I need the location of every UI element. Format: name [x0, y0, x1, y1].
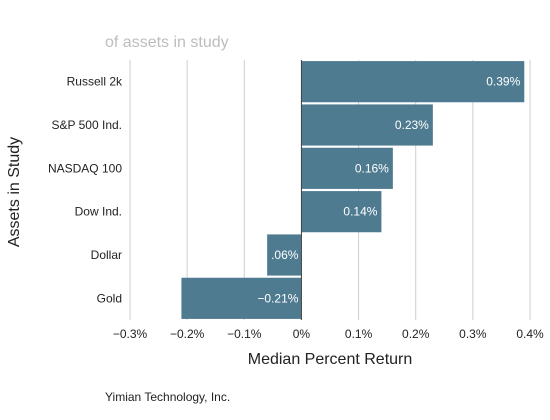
chart-title-partial: of assets in study — [105, 34, 229, 51]
bar-layer — [181, 61, 525, 319]
bar — [301, 61, 525, 103]
x-tick-label: 0.3% — [459, 327, 487, 341]
data-label: 0.14% — [343, 205, 377, 219]
category-label: Gold — [97, 291, 122, 305]
data-label: 0.23% — [395, 118, 429, 132]
category-label: Russell 2k — [67, 75, 123, 89]
x-tick-label: 0.2% — [402, 327, 430, 341]
label-layer: 0.39% 0.23% 0.16% 0.14% .06% −0.21% — [257, 75, 520, 306]
x-tick-label: −0.1% — [227, 327, 262, 341]
x-axis-title: Median Percent Return — [248, 351, 413, 368]
category-label: S&P 500 Ind. — [52, 118, 123, 132]
bar — [301, 147, 393, 189]
bar — [301, 191, 382, 233]
bar — [267, 234, 302, 276]
category-label: NASDAQ 100 — [48, 161, 122, 175]
bar — [181, 277, 302, 319]
data-label: 0.39% — [486, 75, 520, 89]
category-label: Dow Ind. — [75, 205, 122, 219]
data-label: −0.21% — [257, 291, 298, 305]
data-label: .06% — [271, 248, 299, 262]
category-label: Dollar — [91, 248, 122, 262]
x-tick-label: −0.2% — [170, 327, 205, 341]
x-tick-label: 0.4% — [516, 327, 544, 341]
data-label: 0.16% — [355, 161, 389, 175]
x-tick-label: 0.1% — [345, 327, 373, 341]
bar — [301, 104, 433, 146]
axis-layer: −0.3% −0.2% −0.1% 0% 0.1% 0.2% 0.3% 0.4% Russell… — [48, 60, 544, 341]
footer-credit: Yimian Technology, Inc. — [105, 390, 231, 404]
x-tick-label: −0.3% — [113, 327, 148, 341]
x-tick-label: 0% — [293, 327, 311, 341]
y-axis-title: Assets in Study — [6, 137, 23, 247]
